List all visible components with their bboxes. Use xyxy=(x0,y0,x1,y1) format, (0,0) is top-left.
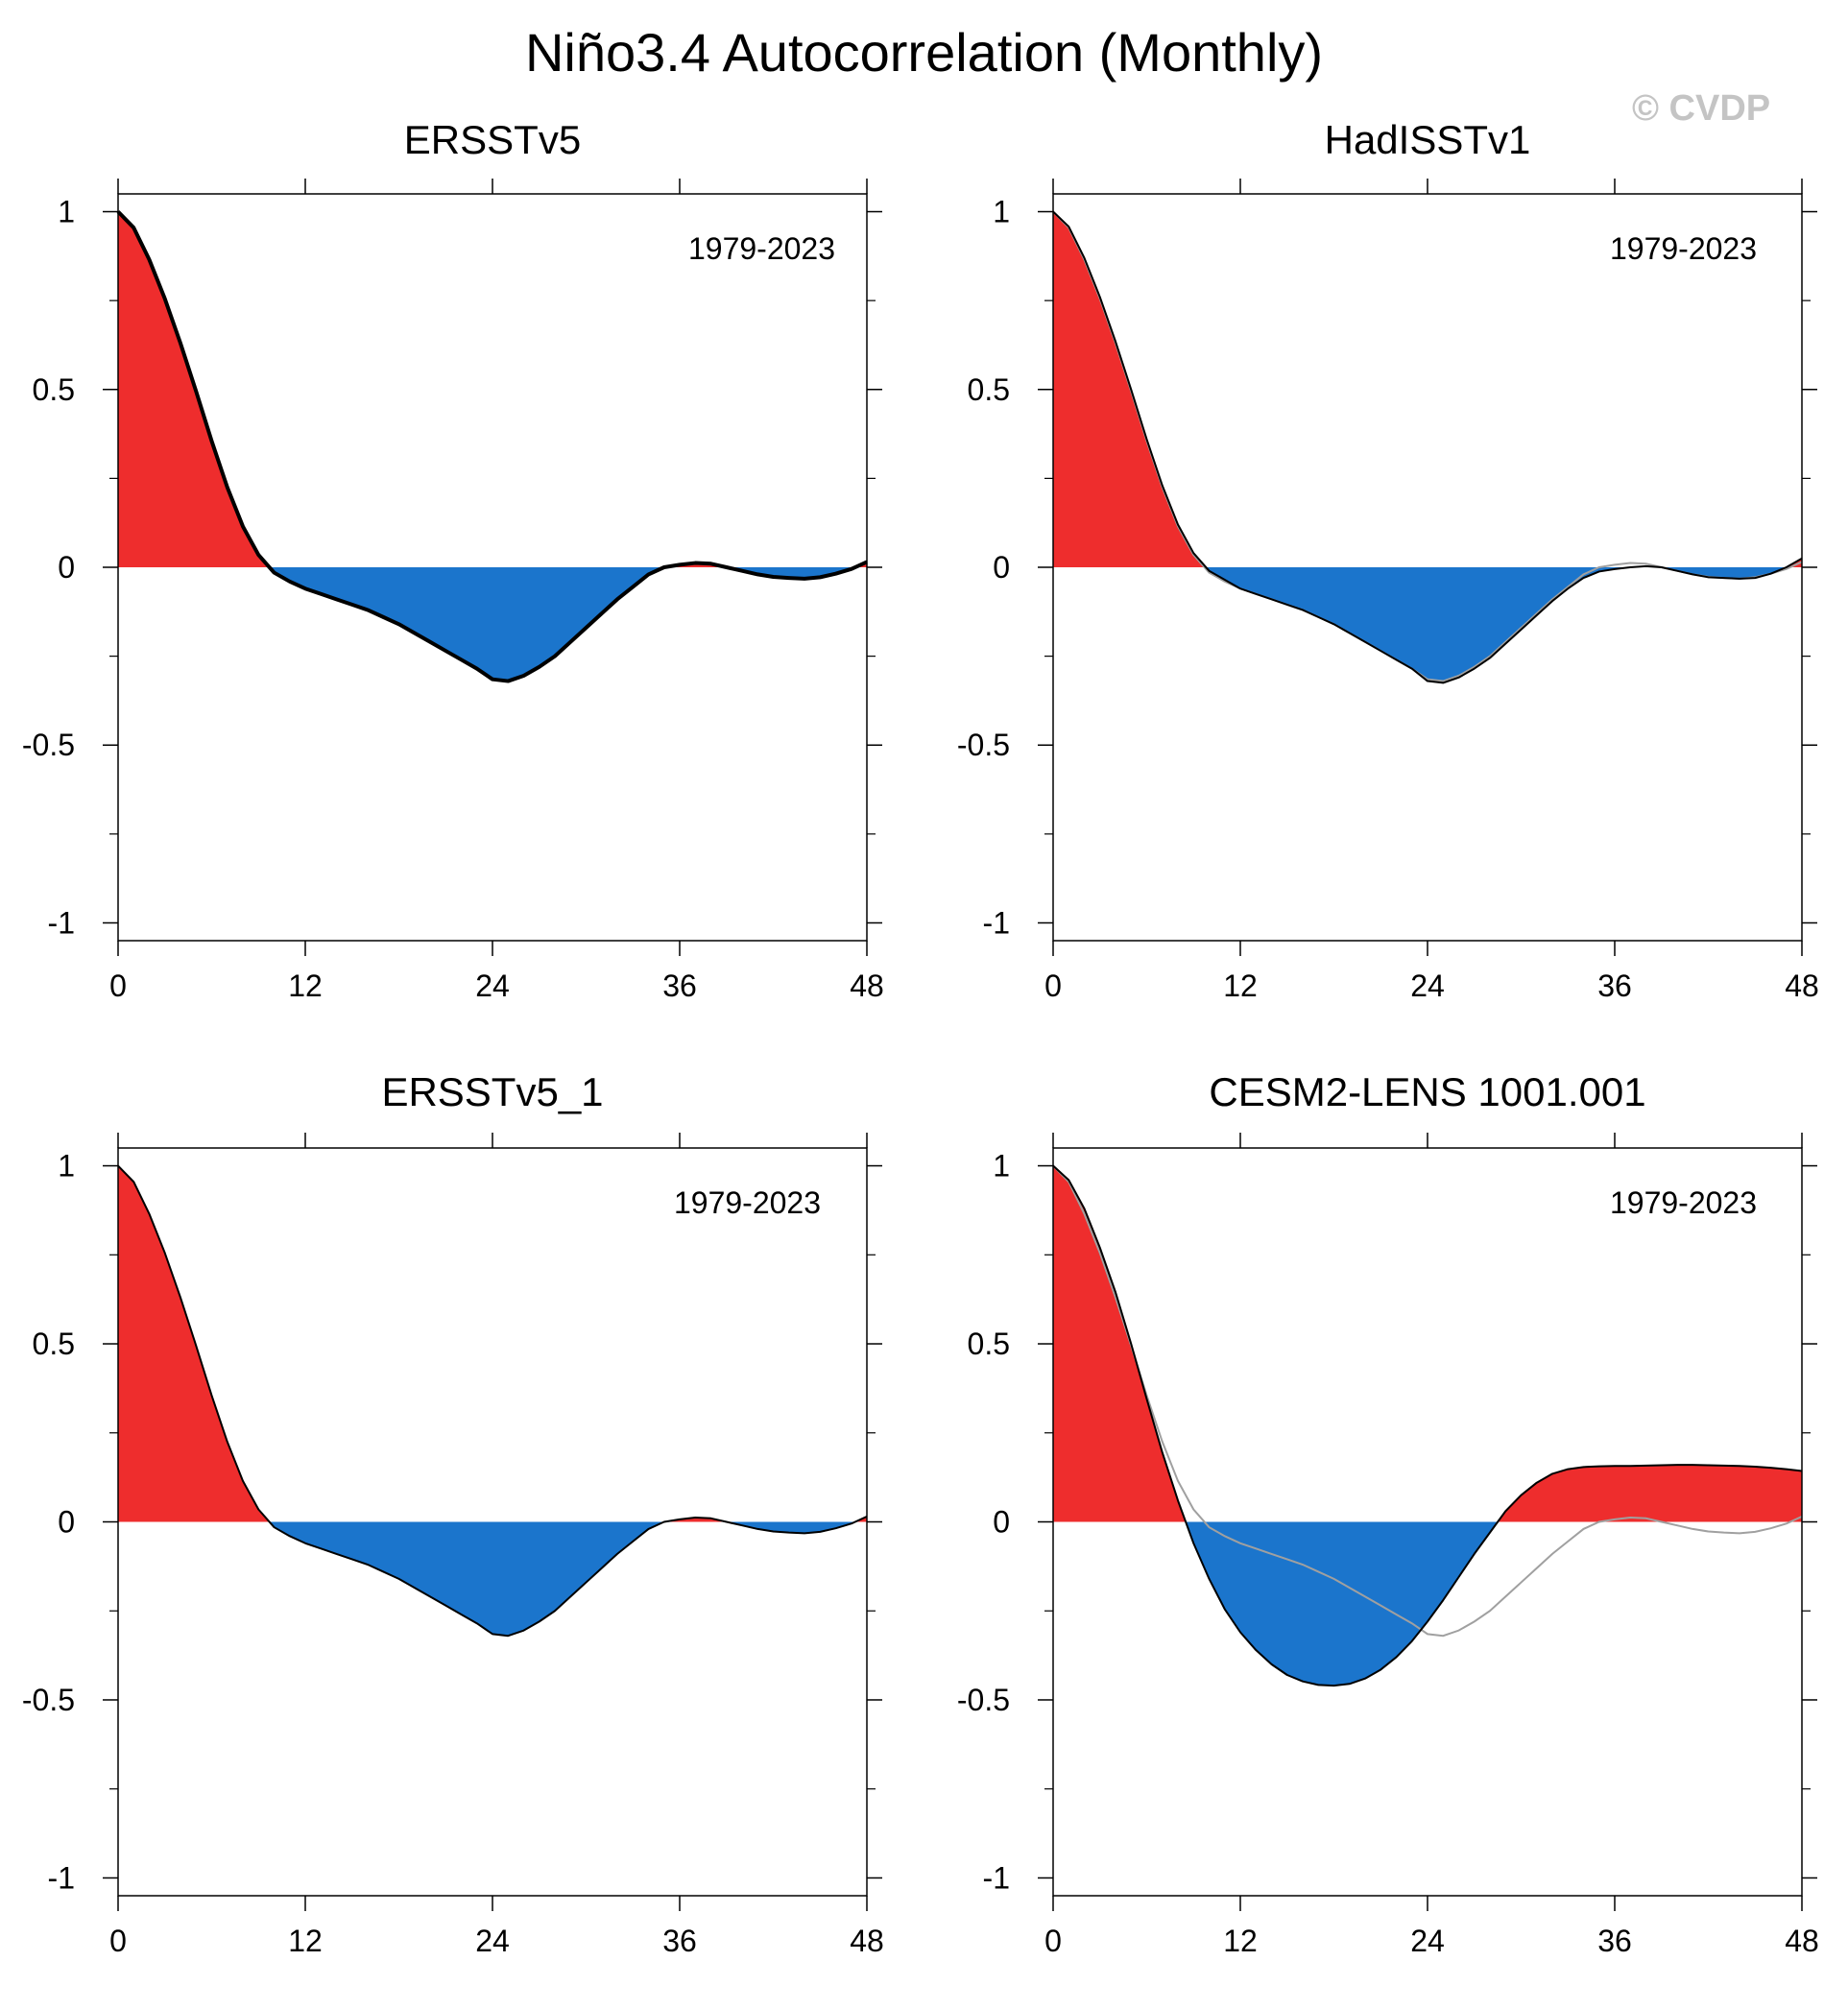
y-tick-label: -0.5 xyxy=(957,1683,1010,1717)
x-tick-label: 0 xyxy=(109,1924,127,1958)
series-line xyxy=(117,1164,868,1638)
y-tick-label: -0.5 xyxy=(22,1683,75,1717)
x-tick-label: 36 xyxy=(662,1924,697,1958)
negative-area xyxy=(1186,1521,1499,1686)
x-tick-label: 12 xyxy=(1223,969,1258,1003)
series-line xyxy=(1052,1164,1803,1687)
y-tick-label: -0.5 xyxy=(22,728,75,762)
x-tick-label: 24 xyxy=(475,969,510,1003)
chart-panel-4: -1 -0.5 0 0.5 1 0 12 24 36 48 CESM2-LENS 1001.001 1… xyxy=(957,1069,1819,1958)
panel-title: ERSSTv5 xyxy=(404,117,581,162)
series-line xyxy=(116,210,868,683)
positive-area xyxy=(1498,1465,1802,1522)
positive-area xyxy=(118,1165,270,1522)
y-tick-label: 1 xyxy=(58,1149,75,1184)
y-tick-label: 1 xyxy=(993,1149,1010,1184)
y-tick-label: -1 xyxy=(48,1860,75,1895)
negative-area xyxy=(1661,567,1787,579)
series-line xyxy=(1052,210,1803,684)
y-tick-label: 1 xyxy=(58,195,75,229)
x-tick-label: 24 xyxy=(1410,969,1445,1003)
x-tick-label: 48 xyxy=(850,969,884,1003)
x-tick-label: 12 xyxy=(288,1924,323,1958)
reference-line xyxy=(1052,1164,1803,1638)
figure-title: Niño3.4 Autocorrelation (Monthly) xyxy=(524,22,1324,83)
period-label: 1979-2023 xyxy=(674,1185,821,1220)
x-tick-label: 24 xyxy=(475,1924,510,1958)
panel-title: ERSSTv5_1 xyxy=(381,1069,603,1114)
y-tick-label: -1 xyxy=(983,1860,1010,1895)
y-tick-label: 0 xyxy=(58,1505,75,1540)
y-tick-label: 0 xyxy=(58,550,75,585)
y-tick-label: -0.5 xyxy=(957,728,1010,762)
y-tick-label: 0 xyxy=(993,1505,1010,1540)
x-tick-label: 36 xyxy=(1597,1924,1632,1958)
y-tick-label: -1 xyxy=(983,905,1010,940)
panel-title: HadISSTv1 xyxy=(1325,117,1531,162)
x-tick-label: 12 xyxy=(1223,1924,1258,1958)
y-tick-label: 0.5 xyxy=(33,372,75,407)
y-tick-label: 0 xyxy=(993,550,1010,585)
negative-area xyxy=(269,567,664,682)
x-tick-label: 12 xyxy=(288,969,323,1003)
period-label: 1979-2023 xyxy=(1610,231,1757,266)
y-tick-label: 0.5 xyxy=(968,1327,1010,1361)
period-label: 1979-2023 xyxy=(1610,1185,1757,1220)
negative-area xyxy=(1206,567,1631,683)
panel-title: CESM2-LENS 1001.001 xyxy=(1209,1069,1645,1114)
x-tick-label: 48 xyxy=(1785,969,1819,1003)
x-tick-label: 24 xyxy=(1410,1924,1445,1958)
x-tick-label: 0 xyxy=(1044,969,1062,1003)
period-label: 1979-2023 xyxy=(688,231,835,266)
x-tick-label: 36 xyxy=(1597,969,1632,1003)
x-tick-label: 0 xyxy=(109,969,127,1003)
y-tick-label: 1 xyxy=(993,195,1010,229)
chart-panel-1: -1 -0.5 0 0.5 1 0 12 24 36 48 ERSSTv5 1979-2023 xyxy=(22,117,884,1003)
y-tick-label: 0.5 xyxy=(968,372,1010,407)
negative-area xyxy=(269,1521,664,1637)
x-tick-label: 48 xyxy=(850,1924,884,1958)
copyright-watermark: © CVDP xyxy=(1632,88,1771,129)
chart-panel-2: -1 -0.5 0 0.5 1 0 12 24 36 48 HadISSTv1 1979-2023 xyxy=(957,117,1819,1003)
x-tick-label: 48 xyxy=(1785,1924,1819,1958)
y-tick-label: -1 xyxy=(48,905,75,940)
x-tick-label: 0 xyxy=(1044,1924,1062,1958)
chart-panel-3: -1 -0.5 0 0.5 1 0 12 24 36 48 ERSSTv5_1 1979-2023 xyxy=(22,1069,884,1958)
x-tick-label: 36 xyxy=(662,969,697,1003)
y-tick-label: 0.5 xyxy=(33,1327,75,1361)
positive-area xyxy=(1053,1165,1187,1522)
